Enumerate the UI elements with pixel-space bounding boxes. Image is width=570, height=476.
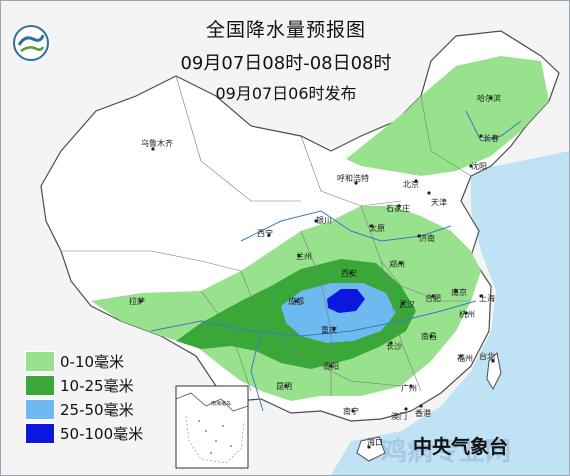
- city-label: 合肥: [425, 293, 441, 303]
- inset-label: 南海诸岛: [211, 400, 231, 407]
- city-label: 武汉: [399, 299, 415, 309]
- city-label: 南宁: [343, 406, 359, 416]
- city-label: 重庆: [321, 325, 337, 335]
- watermark: 鸡病专业网: [381, 437, 512, 467]
- city-label: 银川: [316, 215, 332, 225]
- city-label: 兰州: [296, 251, 312, 261]
- legend-swatch: [25, 374, 55, 396]
- city-label: 长春: [483, 133, 499, 143]
- city-label: 哈尔滨: [477, 93, 501, 103]
- city-label: 广州: [401, 383, 417, 393]
- rivers: [150, 110, 522, 412]
- city-label: 台北: [479, 351, 495, 361]
- precipitation-legend: 0-10毫米 10-25毫米 25-50毫米 50-100毫米: [25, 349, 169, 445]
- city-label: 太原: [369, 223, 385, 233]
- legend-swatch: [25, 350, 55, 372]
- city-label: 澳门: [391, 411, 407, 421]
- city-label: 乌鲁木齐: [141, 138, 173, 148]
- city-label: 杭州: [459, 309, 475, 319]
- taiwan-island: [486, 351, 502, 391]
- city-label: 昆明: [276, 382, 292, 391]
- rain-0-10-northeast: [346, 56, 549, 176]
- city-label: 上海: [479, 293, 495, 303]
- legend-row: 50-100毫米: [25, 421, 169, 445]
- forecast-period: 09月07日08时-08日08时: [180, 53, 392, 74]
- legend-label: 25-50毫米: [60, 400, 134, 419]
- city-label: 天津: [431, 197, 447, 207]
- legend-swatch: [25, 398, 55, 420]
- province-borders: [61, 75, 472, 396]
- legend-label: 0-10毫米: [60, 352, 125, 371]
- city-label: 北京: [403, 179, 419, 189]
- city-label: 南昌: [421, 331, 437, 341]
- city-label: 拉萨: [129, 296, 145, 306]
- city-label: 西宁: [257, 228, 273, 238]
- hainan-island: [356, 436, 386, 462]
- map-title: 全国降水量预报图: [205, 19, 366, 41]
- sea-area: [331, 151, 569, 475]
- legend-label: 10-25毫米: [60, 376, 134, 395]
- city-label: 长沙: [386, 341, 402, 351]
- city-label: 石家庄: [386, 203, 410, 213]
- rain-50-100: [327, 289, 365, 313]
- city-label: 沈阳: [471, 161, 487, 171]
- agency-name: 中央气象台: [413, 436, 509, 458]
- legend-row: 0-10毫米: [25, 349, 169, 373]
- city-label: 海口: [367, 437, 383, 447]
- city-label: 贵阳: [323, 361, 339, 371]
- city-label: 郑州: [389, 259, 405, 269]
- issue-time: 09月07日06时发布: [215, 84, 357, 103]
- legend-swatch: [25, 422, 55, 444]
- legend-row: 10-25毫米: [25, 373, 169, 397]
- city-label: 福州: [457, 354, 473, 363]
- legend-label: 50-100毫米: [60, 424, 144, 443]
- city-label: 南京: [451, 287, 467, 297]
- cma-logo-icon: [13, 25, 49, 61]
- south-china-sea-inset: 南海诸岛: [175, 385, 249, 469]
- city-label: 呼和浩特: [337, 173, 369, 183]
- city-label: 成都: [288, 296, 304, 306]
- legend-row: 25-50毫米: [25, 397, 169, 421]
- city-label: 香港: [415, 408, 431, 418]
- city-label: 西安: [341, 268, 357, 278]
- city-label: 济南: [419, 233, 435, 243]
- city-labels: 乌鲁木齐 哈尔滨 长春 沈阳 呼和浩特 北京 天津 石家庄 太原 济南 银川 西…: [129, 93, 501, 449]
